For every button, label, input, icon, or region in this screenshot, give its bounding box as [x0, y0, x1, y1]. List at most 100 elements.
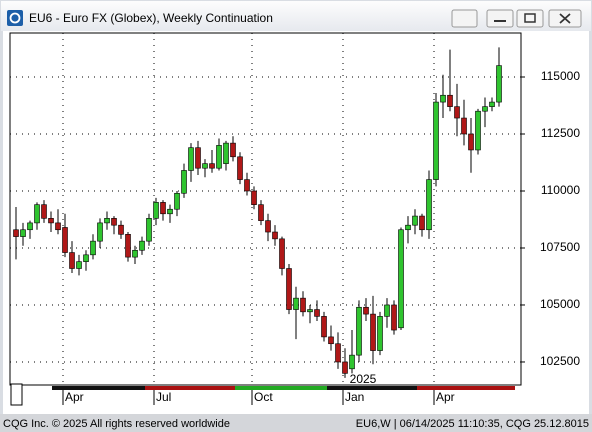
session-bar	[327, 386, 417, 390]
scroll-thumb[interactable]	[10, 383, 23, 406]
candle-body	[209, 163, 215, 169]
candle-body	[55, 222, 61, 231]
window-buttons[interactable]	[451, 9, 582, 28]
candle-body	[461, 117, 467, 135]
candle-body	[265, 220, 271, 233]
status-right: EU6,W | 06/14/2025 11:10:35, CQG 25.12.8…	[356, 418, 589, 430]
minimize-button[interactable]	[486, 9, 514, 28]
maximize-button[interactable]	[516, 9, 544, 28]
candle-body	[111, 218, 117, 226]
candle-body	[328, 336, 334, 345]
candle-body	[335, 343, 341, 363]
candle-body	[237, 156, 243, 180]
candle-body	[160, 202, 166, 215]
candle-body	[293, 297, 299, 310]
candle-body	[405, 224, 411, 231]
candle-body	[223, 142, 229, 164]
candle-body	[279, 238, 285, 269]
plot-area	[9, 32, 522, 386]
candle-body	[244, 179, 250, 192]
session-bar	[22, 386, 52, 390]
maximize-glyph	[524, 13, 536, 23]
y-tick-label: 102500	[540, 354, 580, 368]
link-button[interactable]	[451, 9, 478, 28]
candle-body	[349, 354, 355, 370]
candle-body	[321, 316, 327, 338]
candle-body	[27, 222, 33, 231]
candle-body	[174, 192, 180, 210]
y-tick-label: 105000	[540, 297, 580, 311]
candle-body	[356, 306, 362, 356]
candle-body	[76, 261, 82, 269]
candle-body	[195, 147, 201, 169]
candle-body	[13, 229, 19, 237]
candle-body	[41, 204, 47, 219]
candle-body	[419, 215, 425, 231]
candle-body	[139, 240, 145, 251]
candle-body	[398, 229, 404, 329]
x-tick-label: Jul	[156, 390, 171, 404]
session-bar	[417, 386, 515, 390]
candle-body	[363, 306, 369, 315]
status-left: CQG Inc. © 2025 All rights reserved worl…	[3, 418, 230, 430]
candle-body	[153, 202, 159, 219]
app-icon-glyph	[9, 12, 21, 24]
candle-body	[34, 204, 40, 224]
app-icon	[7, 10, 23, 26]
candle-body	[377, 316, 383, 351]
candle-body	[69, 252, 75, 269]
candle-body	[370, 313, 376, 351]
candle-body	[286, 268, 292, 310]
candle-body	[97, 222, 103, 242]
candle-body	[468, 133, 474, 151]
year-label: 2025	[350, 372, 377, 386]
candle-body	[181, 170, 187, 194]
y-tick-label: 112500	[541, 126, 580, 140]
candle-body	[307, 309, 313, 313]
candle-body	[188, 147, 194, 171]
candle-body	[454, 106, 460, 119]
candle-body	[342, 361, 348, 374]
session-bar	[52, 386, 145, 390]
candle-body	[391, 304, 397, 331]
session-bar	[145, 386, 235, 390]
candle-body	[20, 229, 26, 237]
candle-body	[258, 204, 264, 221]
candle-body	[202, 163, 208, 169]
candle-body	[496, 65, 502, 103]
window-title: EU6 - Euro FX (Globex), Weekly Continuat…	[29, 11, 273, 25]
x-tick-label: Apr	[436, 390, 455, 404]
candle-body	[412, 215, 418, 226]
candle-body	[489, 101, 495, 107]
x-tick-label: Oct	[254, 390, 273, 404]
candle-body	[132, 249, 138, 258]
x-tick-label: Jan	[345, 390, 364, 404]
candle-body	[272, 231, 278, 240]
session-bar	[235, 386, 327, 390]
candle-body	[146, 218, 152, 242]
candle-body	[482, 106, 488, 112]
x-tick-label: Apr	[65, 390, 84, 404]
candle-body	[118, 224, 124, 235]
y-tick-label: 115000	[541, 69, 580, 83]
candle-body	[300, 297, 306, 313]
candle-body	[125, 234, 131, 258]
candle-body	[475, 110, 481, 151]
y-tick-label: 107500	[540, 240, 580, 254]
y-tick-label: 110000	[541, 183, 580, 197]
candle-body	[104, 218, 110, 224]
status-bar	[0, 414, 592, 432]
candle-body	[433, 101, 439, 180]
candle-body	[251, 190, 257, 205]
candle-body	[384, 304, 390, 317]
candle-body	[90, 240, 96, 256]
close-glyph	[559, 13, 571, 24]
candle-body	[440, 94, 446, 103]
candle-body	[230, 142, 236, 158]
candle-body	[216, 145, 222, 169]
candle-body	[314, 309, 320, 317]
candle-body	[167, 208, 173, 215]
candle-body	[426, 179, 432, 231]
candle-body	[447, 94, 453, 107]
